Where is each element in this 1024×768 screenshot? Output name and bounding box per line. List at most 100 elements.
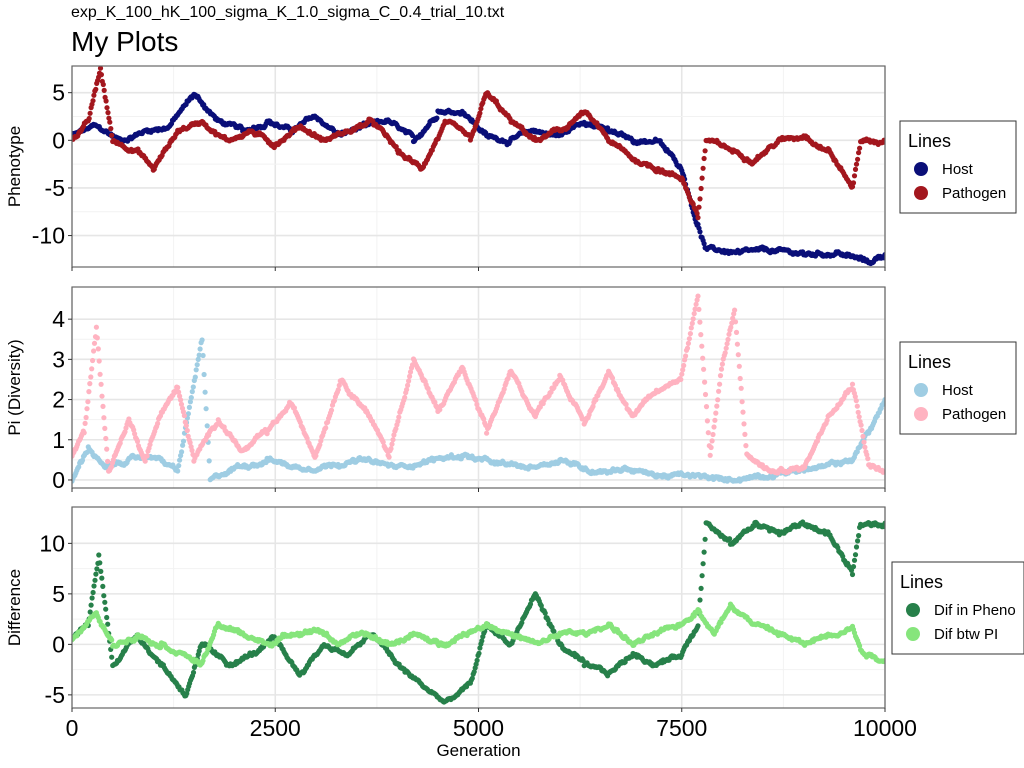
data-point [732, 307, 738, 313]
data-point [709, 438, 715, 444]
data-point [134, 438, 141, 444]
data-point [79, 457, 86, 463]
data-point [402, 394, 408, 401]
data-point [699, 573, 705, 579]
data-point [406, 378, 412, 384]
data-point [84, 406, 90, 412]
data-point [187, 440, 193, 446]
data-point [737, 375, 743, 382]
data-point [93, 86, 99, 92]
data-point [102, 599, 108, 605]
data-point [199, 337, 205, 343]
data-point [694, 210, 700, 217]
data-point [102, 425, 108, 431]
data-point [732, 319, 739, 325]
data-point [190, 669, 197, 676]
data-point [103, 606, 109, 612]
data-point [194, 362, 200, 368]
data-point [705, 430, 711, 436]
legend-key [914, 407, 928, 421]
data-point [851, 173, 858, 179]
y-axis-label: Pi (Diversity) [5, 339, 24, 435]
data-point [501, 386, 507, 392]
data-point [739, 399, 745, 405]
data-point [179, 449, 185, 455]
data-point [695, 215, 701, 221]
data-point [95, 346, 101, 352]
data-point [393, 426, 399, 432]
data-point [698, 585, 704, 592]
data-point [176, 389, 182, 395]
data-point [697, 229, 703, 235]
data-point [87, 110, 93, 116]
data-point [849, 571, 856, 578]
data-point [304, 435, 310, 441]
data-point [88, 602, 94, 608]
data-point [97, 371, 103, 377]
data-point [190, 384, 196, 390]
data-point [623, 401, 629, 407]
series-dif-btw-pi [72, 601, 885, 668]
data-point [187, 399, 193, 405]
data-point [695, 293, 701, 299]
data-point [104, 446, 110, 452]
data-point [740, 409, 746, 415]
data-point [396, 414, 402, 420]
data-point [882, 252, 885, 258]
data-point [824, 417, 830, 423]
data-point [185, 411, 191, 417]
data-point [723, 345, 729, 351]
legend-entry: Host [942, 382, 974, 399]
data-point [741, 421, 747, 427]
data-point [699, 343, 705, 349]
data-point [97, 560, 103, 566]
legend-key [914, 162, 928, 176]
data-point [409, 132, 416, 139]
data-point [474, 401, 480, 408]
data-point [87, 381, 93, 387]
data-point [700, 561, 706, 567]
data-point [109, 654, 115, 660]
data-point [478, 106, 484, 112]
data-point [690, 316, 696, 322]
data-point [851, 557, 858, 563]
data-point [313, 453, 319, 459]
data-point [697, 597, 703, 603]
y-tick-label: 5 [52, 80, 65, 106]
data-point [693, 301, 699, 307]
data-point [717, 373, 724, 379]
data-point [681, 362, 687, 369]
data-point [853, 544, 860, 550]
data-point [323, 425, 329, 431]
data-point [857, 145, 863, 151]
data-point [105, 458, 111, 464]
data-point [850, 564, 857, 570]
data-point [853, 398, 859, 404]
data-point [108, 126, 114, 132]
data-point [852, 166, 859, 172]
data-point [86, 115, 92, 122]
data-point [91, 92, 97, 98]
data-point [202, 389, 208, 395]
data-point [736, 363, 742, 369]
data-point [291, 405, 297, 411]
data-point [90, 589, 96, 596]
data-point [395, 418, 401, 424]
data-point [109, 132, 115, 138]
data-point [183, 423, 189, 429]
data-point [728, 324, 734, 330]
data-point [175, 468, 181, 474]
data-point [862, 444, 868, 450]
data-point [697, 319, 703, 325]
data-point [707, 452, 713, 458]
series-pathogen [72, 293, 885, 476]
y-tick-label: 4 [52, 306, 65, 332]
data-point [101, 593, 107, 599]
data-point [724, 341, 730, 347]
plot-title: My Plots [71, 26, 179, 57]
data-point [860, 433, 866, 439]
data-point [108, 464, 115, 470]
